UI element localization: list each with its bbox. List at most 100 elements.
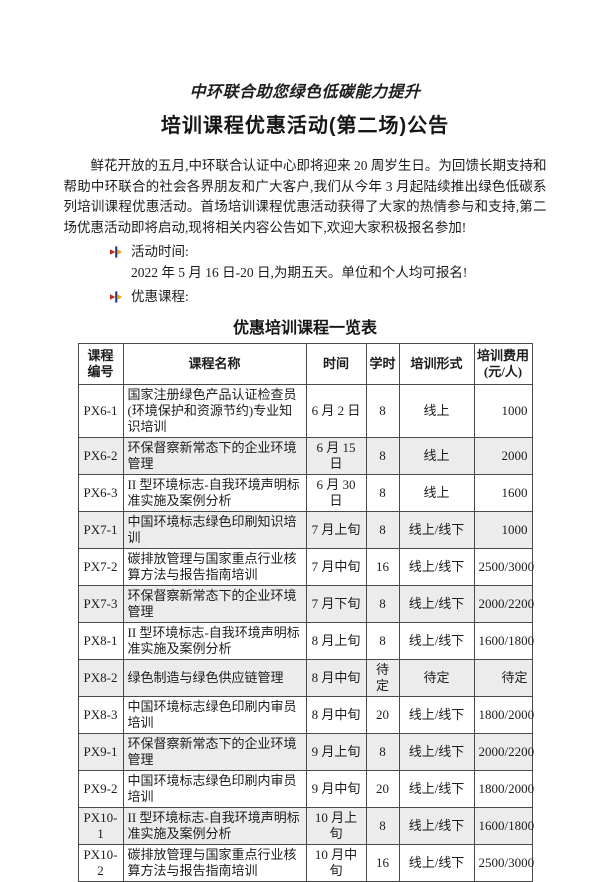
fee-cell: 1800/2000 [473, 696, 534, 734]
fee-cell: 1000 [473, 384, 533, 438]
document-title: 培训课程优惠活动(第二场)公告 [160, 115, 450, 137]
course-code-cell: PX7-2 [77, 548, 124, 586]
table-row: PX8-1 II 型环境标志-自我环境声明标准实施及案例分析 8 月上旬 8 线上/线下… [77, 622, 534, 660]
form-cell: 线上/线下 [398, 807, 475, 845]
course-code-cell: PX7-1 [77, 511, 124, 549]
hours-cell: 8 [365, 384, 400, 438]
course-code-cell: PX6-2 [77, 437, 124, 475]
table-row: PX6-2 环保督察新常态下的企业环境管理 6 月 15 日 8 线上 2000 [77, 437, 533, 475]
table-row: PX8-2 绿色制造与绿色供应链管理 8 月中旬 待定 待定 待定 [77, 659, 533, 697]
time-cell: 6 月 2 日 [305, 384, 367, 438]
time-cell: 7 月上旬 [305, 511, 367, 549]
course-code-cell: PX6-3 [77, 474, 124, 512]
fee-cell: 2500/3000 [473, 548, 534, 586]
table-row: PX10-1 II 型环境标志-自我环境声明标准实施及案例分析 10 月上旬 8 线上/… [77, 807, 534, 845]
time-cell: 9 月上旬 [305, 733, 367, 771]
course-name-cell: 碳排放管理与国家重点行业核算方法与报告指南培训 [122, 844, 307, 882]
course-name-cell: 环保督察新常态下的企业环境管理 [122, 437, 307, 475]
form-cell: 线上 [398, 474, 475, 512]
hours-cell: 8 [365, 437, 400, 475]
course-code-cell: PX10-1 [77, 807, 124, 845]
hours-cell: 20 [365, 770, 400, 808]
time-cell: 6 月 15 日 [305, 437, 367, 475]
course-code-cell: PX8-1 [77, 622, 124, 660]
table-row: PX6-3 II 型环境标志-自我环境声明标准实施及案例分析 6 月 30 日 8 线上… [77, 474, 533, 512]
form-cell: 线上 [398, 384, 475, 438]
course-name-cell: 中国环境标志绿色印刷内审员培训 [122, 696, 307, 734]
hours-cell: 8 [365, 733, 400, 771]
table-header-row: 课程 编号 课程名称 时间 学时 培训形式 培训费用 (元/人) [77, 343, 533, 385]
course-code-cell: PX9-2 [77, 770, 124, 808]
form-cell: 待定 [398, 659, 475, 697]
col-header-course-code: 课程 编号 [77, 343, 124, 385]
hours-cell: 20 [365, 696, 400, 734]
hours-cell: 8 [365, 585, 400, 623]
table-row: PX7-1 中国环境标志绿色印刷知识培训 7 月上旬 8 线上/线下 1000 [77, 511, 533, 549]
course-code-cell: PX7-3 [77, 585, 124, 623]
hours-cell: 8 [365, 807, 400, 845]
course-name-cell: II 型环境标志-自我环境声明标准实施及案例分析 [122, 474, 307, 512]
form-cell: 线上/线下 [398, 622, 475, 660]
fee-cell: 2000/2200 [473, 733, 534, 771]
table-row: PX9-2 中国环境标志绿色印刷内审员培训 9 月中旬 20 线上/线下 1800/200… [77, 770, 534, 808]
col-header-time: 时间 [305, 343, 367, 385]
form-cell: 线上/线下 [398, 770, 475, 808]
form-cell: 线上/线下 [398, 585, 475, 623]
col-header-hours: 学时 [365, 343, 400, 385]
course-name-cell: 国家注册绿色产品认证检查员(环境保护和资源节约)专业知识培训 [122, 384, 307, 438]
activity-time-detail: 2022 年 5 月 16 日-20 日,为期五天。单位和个人均可报名! [131, 265, 468, 280]
course-name-cell: 碳排放管理与国家重点行业核算方法与报告指南培训 [122, 548, 307, 586]
form-cell: 线上 [398, 437, 475, 475]
fee-cell: 2000/2200 [473, 585, 534, 623]
course-name-cell: 环保督察新常态下的企业环境管理 [122, 585, 307, 623]
course-code-cell: PX8-2 [77, 659, 124, 697]
course-code-cell: PX9-1 [77, 733, 124, 771]
time-cell: 8 月上旬 [305, 622, 367, 660]
time-cell: 10 月中旬 [305, 844, 367, 882]
course-name-cell: 环保督察新常态下的企业环境管理 [122, 733, 307, 771]
bullet-label-activity-time: 活动时间: [131, 244, 189, 259]
arrow-dart-bullet-icon [110, 290, 122, 303]
time-cell: 9 月中旬 [305, 770, 367, 808]
hours-cell: 8 [365, 622, 400, 660]
course-table-title: 优惠培训课程一览表 [232, 320, 377, 337]
table-row: PX10-2 碳排放管理与国家重点行业核算方法与报告指南培训 10 月中旬 16 线上/… [77, 844, 534, 882]
course-name-cell: II 型环境标志-自我环境声明标准实施及案例分析 [122, 622, 307, 660]
intro-paragraph: 鲜花开放的五月,中环联合认证中心即将迎来 20 周岁生日。为回馈长期支持和帮助中… [63, 158, 547, 235]
fee-cell: 2500/3000 [473, 844, 534, 882]
col-header-fee: 培训费用 (元/人) [473, 343, 533, 385]
table-row: PX6-1 国家注册绿色产品认证检查员(环境保护和资源节约)专业知识培训 6 月 2… [77, 384, 533, 438]
bullet-label-discount-courses: 优惠课程: [131, 289, 189, 304]
course-name-cell: 中国环境标志绿色印刷内审员培训 [122, 770, 307, 808]
bullet-activity-time: 活动时间: [110, 241, 610, 262]
document-slogan: 中环联合助您绿色低碳能力提升 [189, 84, 421, 101]
form-cell: 线上/线下 [398, 844, 475, 882]
time-cell: 7 月下旬 [305, 585, 367, 623]
form-cell: 线上/线下 [398, 696, 475, 734]
table-row: PX8-3 中国环境标志绿色印刷内审员培训 8 月中旬 20 线上/线下 1800/200… [77, 696, 534, 734]
form-cell: 线上/线下 [398, 511, 475, 549]
col-header-course-name: 课程名称 [122, 343, 307, 385]
time-cell: 6 月 30 日 [305, 474, 367, 512]
course-code-cell: PX6-1 [77, 384, 124, 438]
time-cell: 8 月中旬 [305, 696, 367, 734]
fee-cell: 待定 [473, 659, 533, 697]
hours-cell: 8 [365, 511, 400, 549]
time-cell: 7 月中旬 [305, 548, 367, 586]
fee-cell: 1800/2000 [473, 770, 534, 808]
time-cell: 8 月中旬 [305, 659, 367, 697]
table-row: PX7-2 碳排放管理与国家重点行业核算方法与报告指南培训 7 月中旬 16 线上/线下… [77, 548, 534, 586]
hours-cell: 16 [365, 844, 400, 882]
course-name-cell: 绿色制造与绿色供应链管理 [122, 659, 307, 697]
fee-cell: 2000 [473, 437, 533, 475]
bullet-discount-courses: 优惠课程: [110, 286, 610, 307]
arrow-dart-bullet-icon [110, 245, 122, 258]
course-name-cell: 中国环境标志绿色印刷知识培训 [122, 511, 307, 549]
fee-cell: 1600/1800 [473, 622, 534, 660]
fee-cell: 1000 [473, 511, 533, 549]
course-code-cell: PX8-3 [77, 696, 124, 734]
table-row: PX7-3 环保督察新常态下的企业环境管理 7 月下旬 8 线上/线下 2000/2200 [77, 585, 534, 623]
course-name-cell: II 型环境标志-自我环境声明标准实施及案例分析 [122, 807, 307, 845]
hours-cell: 16 [365, 548, 400, 586]
